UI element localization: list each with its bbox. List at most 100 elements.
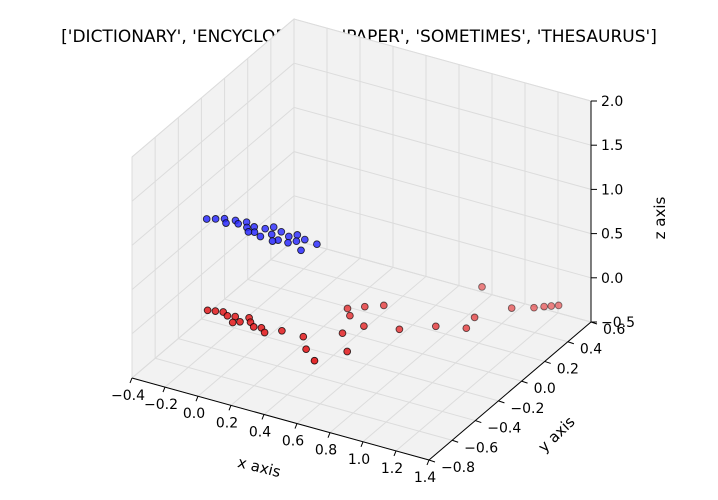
z-tick-label: 2.0 <box>601 94 623 110</box>
y-tick-label: −0.8 <box>441 460 475 476</box>
red-data-point <box>302 345 310 354</box>
red-data-point <box>470 313 479 322</box>
x-tick-label: 0.6 <box>282 434 304 450</box>
blue-data-point <box>267 230 276 239</box>
red-data-point <box>431 322 440 331</box>
x-tick <box>162 386 166 393</box>
x-axis-line <box>131 377 430 461</box>
z-tick-label: 0.5 <box>601 227 623 243</box>
x-tick-label: 1.0 <box>348 452 370 468</box>
blue-data-point <box>300 235 309 244</box>
x-tick <box>228 405 232 411</box>
x-tick <box>195 396 199 402</box>
x-tick <box>393 450 397 457</box>
red-data-point <box>338 329 347 338</box>
blue-data-point <box>297 246 305 255</box>
x-tick-label: 0.4 <box>249 424 271 440</box>
z-axis-label: z axis <box>651 196 669 239</box>
grid-lines <box>131 18 592 461</box>
x-tick <box>129 377 133 384</box>
y-axis-line <box>428 321 592 461</box>
red-data-point <box>478 283 486 291</box>
x-tick-label: 0.8 <box>315 443 337 459</box>
blue-data-point <box>256 232 265 241</box>
blue-data-point <box>284 238 292 247</box>
z-grid-line <box>131 62 592 202</box>
blue-data-point <box>292 237 301 246</box>
x-tick <box>294 423 298 429</box>
x-tick-label: 1.4 <box>414 470 436 486</box>
blue-data-point <box>268 237 277 245</box>
z-tick-label: 0.0 <box>601 271 623 287</box>
y-tick-label: 0.0 <box>534 381 556 397</box>
red-data-point <box>547 302 556 310</box>
red-data-point <box>310 356 319 365</box>
y-tick <box>428 459 436 463</box>
blue-data-point <box>277 227 286 236</box>
blue-data-point <box>293 231 302 239</box>
axis-panes <box>130 17 593 461</box>
x-tick-label: 0.2 <box>216 415 238 431</box>
x-tick-label: −0.4 <box>111 388 145 404</box>
red-data-point <box>379 301 388 310</box>
x-axis-label: x axis <box>236 453 283 481</box>
red-data-point <box>360 302 369 311</box>
red-data-point <box>540 302 548 311</box>
red-data-point <box>462 324 471 333</box>
blue-data-point <box>202 215 211 223</box>
red-data-point <box>223 311 232 320</box>
y-tick-label: 0.6 <box>603 322 625 338</box>
y-tick <box>475 420 482 424</box>
x-tick-label: 0.0 <box>183 406 205 422</box>
y-tick-label: 0.2 <box>557 361 579 377</box>
data-points <box>202 214 563 365</box>
z-grid-line <box>131 151 592 290</box>
red-data-point <box>211 307 220 315</box>
blue-data-point <box>244 228 253 236</box>
red-data-point <box>278 326 286 335</box>
blue-data-point <box>313 240 321 249</box>
y-tick-label: −0.4 <box>487 421 521 437</box>
z-grid-line <box>131 18 592 158</box>
red-data-point <box>507 304 516 312</box>
tick-labels: −0.4−0.20.00.20.40.60.81.01.21.4−0.8−0.6… <box>111 94 635 486</box>
z-grid-line <box>131 195 592 335</box>
red-data-point <box>554 301 563 310</box>
y-tick <box>451 439 459 443</box>
red-data-point <box>249 323 258 331</box>
z-grid-line <box>131 106 592 246</box>
red-data-point <box>343 304 352 313</box>
y-tick-label: −0.6 <box>464 440 498 456</box>
x-tick-label: −0.2 <box>144 397 178 413</box>
y-tick-label: −0.2 <box>510 401 544 417</box>
red-data-point <box>530 303 538 312</box>
red-data-point <box>360 322 368 330</box>
blue-data-point <box>211 215 220 223</box>
red-data-point <box>343 347 352 356</box>
red-data-point <box>260 328 269 337</box>
y-tick <box>544 360 551 364</box>
red-data-point <box>228 318 237 327</box>
blue-data-point <box>261 224 270 233</box>
red-data-point <box>346 311 354 320</box>
blue-data-point <box>284 232 293 241</box>
y-tick <box>498 400 505 404</box>
x-tick <box>426 459 430 466</box>
x-tick <box>360 441 364 447</box>
red-data-point <box>203 306 212 315</box>
y-tick-label: 0.4 <box>580 342 602 358</box>
z-tick-label: −0.5 <box>601 315 635 331</box>
red-data-point <box>236 317 244 326</box>
y-tick <box>521 380 528 384</box>
axis-lines <box>129 100 598 466</box>
z-tick-label: 1.5 <box>601 138 623 154</box>
red-data-point <box>395 325 404 334</box>
x-tick-label: 1.2 <box>381 461 403 477</box>
blue-data-point <box>234 219 243 228</box>
x-tick <box>261 414 265 420</box>
y-tick <box>567 341 575 345</box>
blue-data-point <box>222 219 230 227</box>
blue-data-point <box>269 223 278 231</box>
y-axis-label: y axis <box>535 413 579 456</box>
